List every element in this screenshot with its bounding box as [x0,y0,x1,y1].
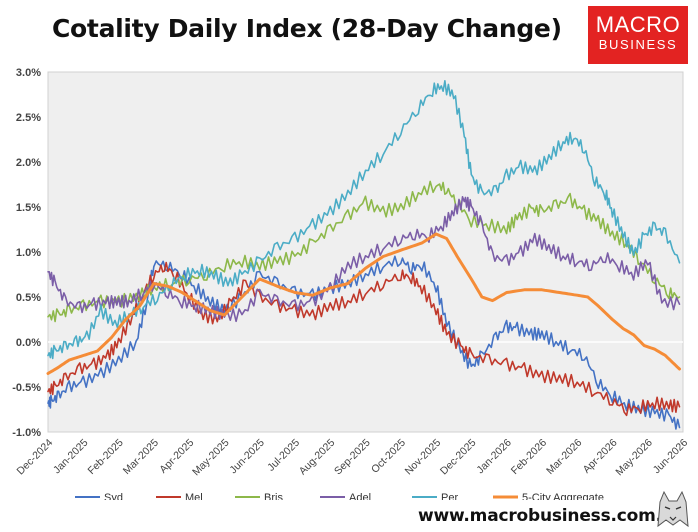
legend-label-per: Per [441,492,458,500]
legend-label-5-city-aggregate: 5-City Aggregate [522,492,604,500]
series-line-adel [47,196,681,323]
y-tick-label: 2.0% [16,157,41,169]
series-line-bris [47,180,681,323]
y-tick-label: 1.5% [16,202,41,214]
x-tick-label: Nov-2025 [403,437,444,478]
x-tick-label: Jun-2026 [651,437,691,477]
y-tick-label: 0.5% [16,292,41,304]
website-url[interactable]: www.macrobusiness.com.au [418,506,686,526]
legend-label-mel: Mel [185,492,203,500]
x-tick-label: Mar-2025 [121,437,161,477]
y-tick-label: 2.5% [16,112,41,124]
x-tick-label: Sep-2025 [332,437,373,478]
y-tick-label: 3.0% [16,67,41,79]
logo-line-2: BUSINESS [598,37,678,52]
legend-label-syd: Syd [104,492,123,500]
macrobusiness-logo: MACRO BUSINESS [588,6,688,64]
y-tick-label: -0.5% [12,382,41,394]
y-tick-label: 1.0% [16,247,41,259]
line-chart: -1.0% -0.5% 0.0% 0.5% 1.0% 1.5% 2.0% 2.5% 3.0% De… [12,67,691,500]
x-tick-label: Dec-2024 [15,437,56,478]
y-tick-label: -1.0% [12,427,41,439]
x-tick-label: May-2026 [613,437,655,479]
plot-area [47,71,684,433]
x-tick-label: May-2025 [190,437,232,479]
legend-label-bris: Bris [264,492,283,500]
x-tick-label: Aug-2025 [297,437,338,478]
logo-line-1: MACRO [595,12,681,37]
x-tick-label: Feb-2026 [509,437,549,477]
x-tick-label: Mar-2026 [544,437,584,477]
series-line-5-city-aggregate [46,232,681,375]
y-tick-label: 0.0% [16,337,41,349]
x-tick-label: Jan-2025 [51,437,91,477]
x-tick-label: Jun-2025 [227,437,267,477]
x-tick-label: Jan-2026 [474,437,514,477]
x-tick-label: Feb-2025 [85,437,125,477]
legend-label-adel: Adel [349,492,371,500]
x-tick-label: Dec-2025 [438,437,479,478]
series-line-per [47,80,681,360]
wolf-logo-icon [657,490,689,528]
page-title: Cotality Daily Index (28-Day Change) [52,14,562,43]
